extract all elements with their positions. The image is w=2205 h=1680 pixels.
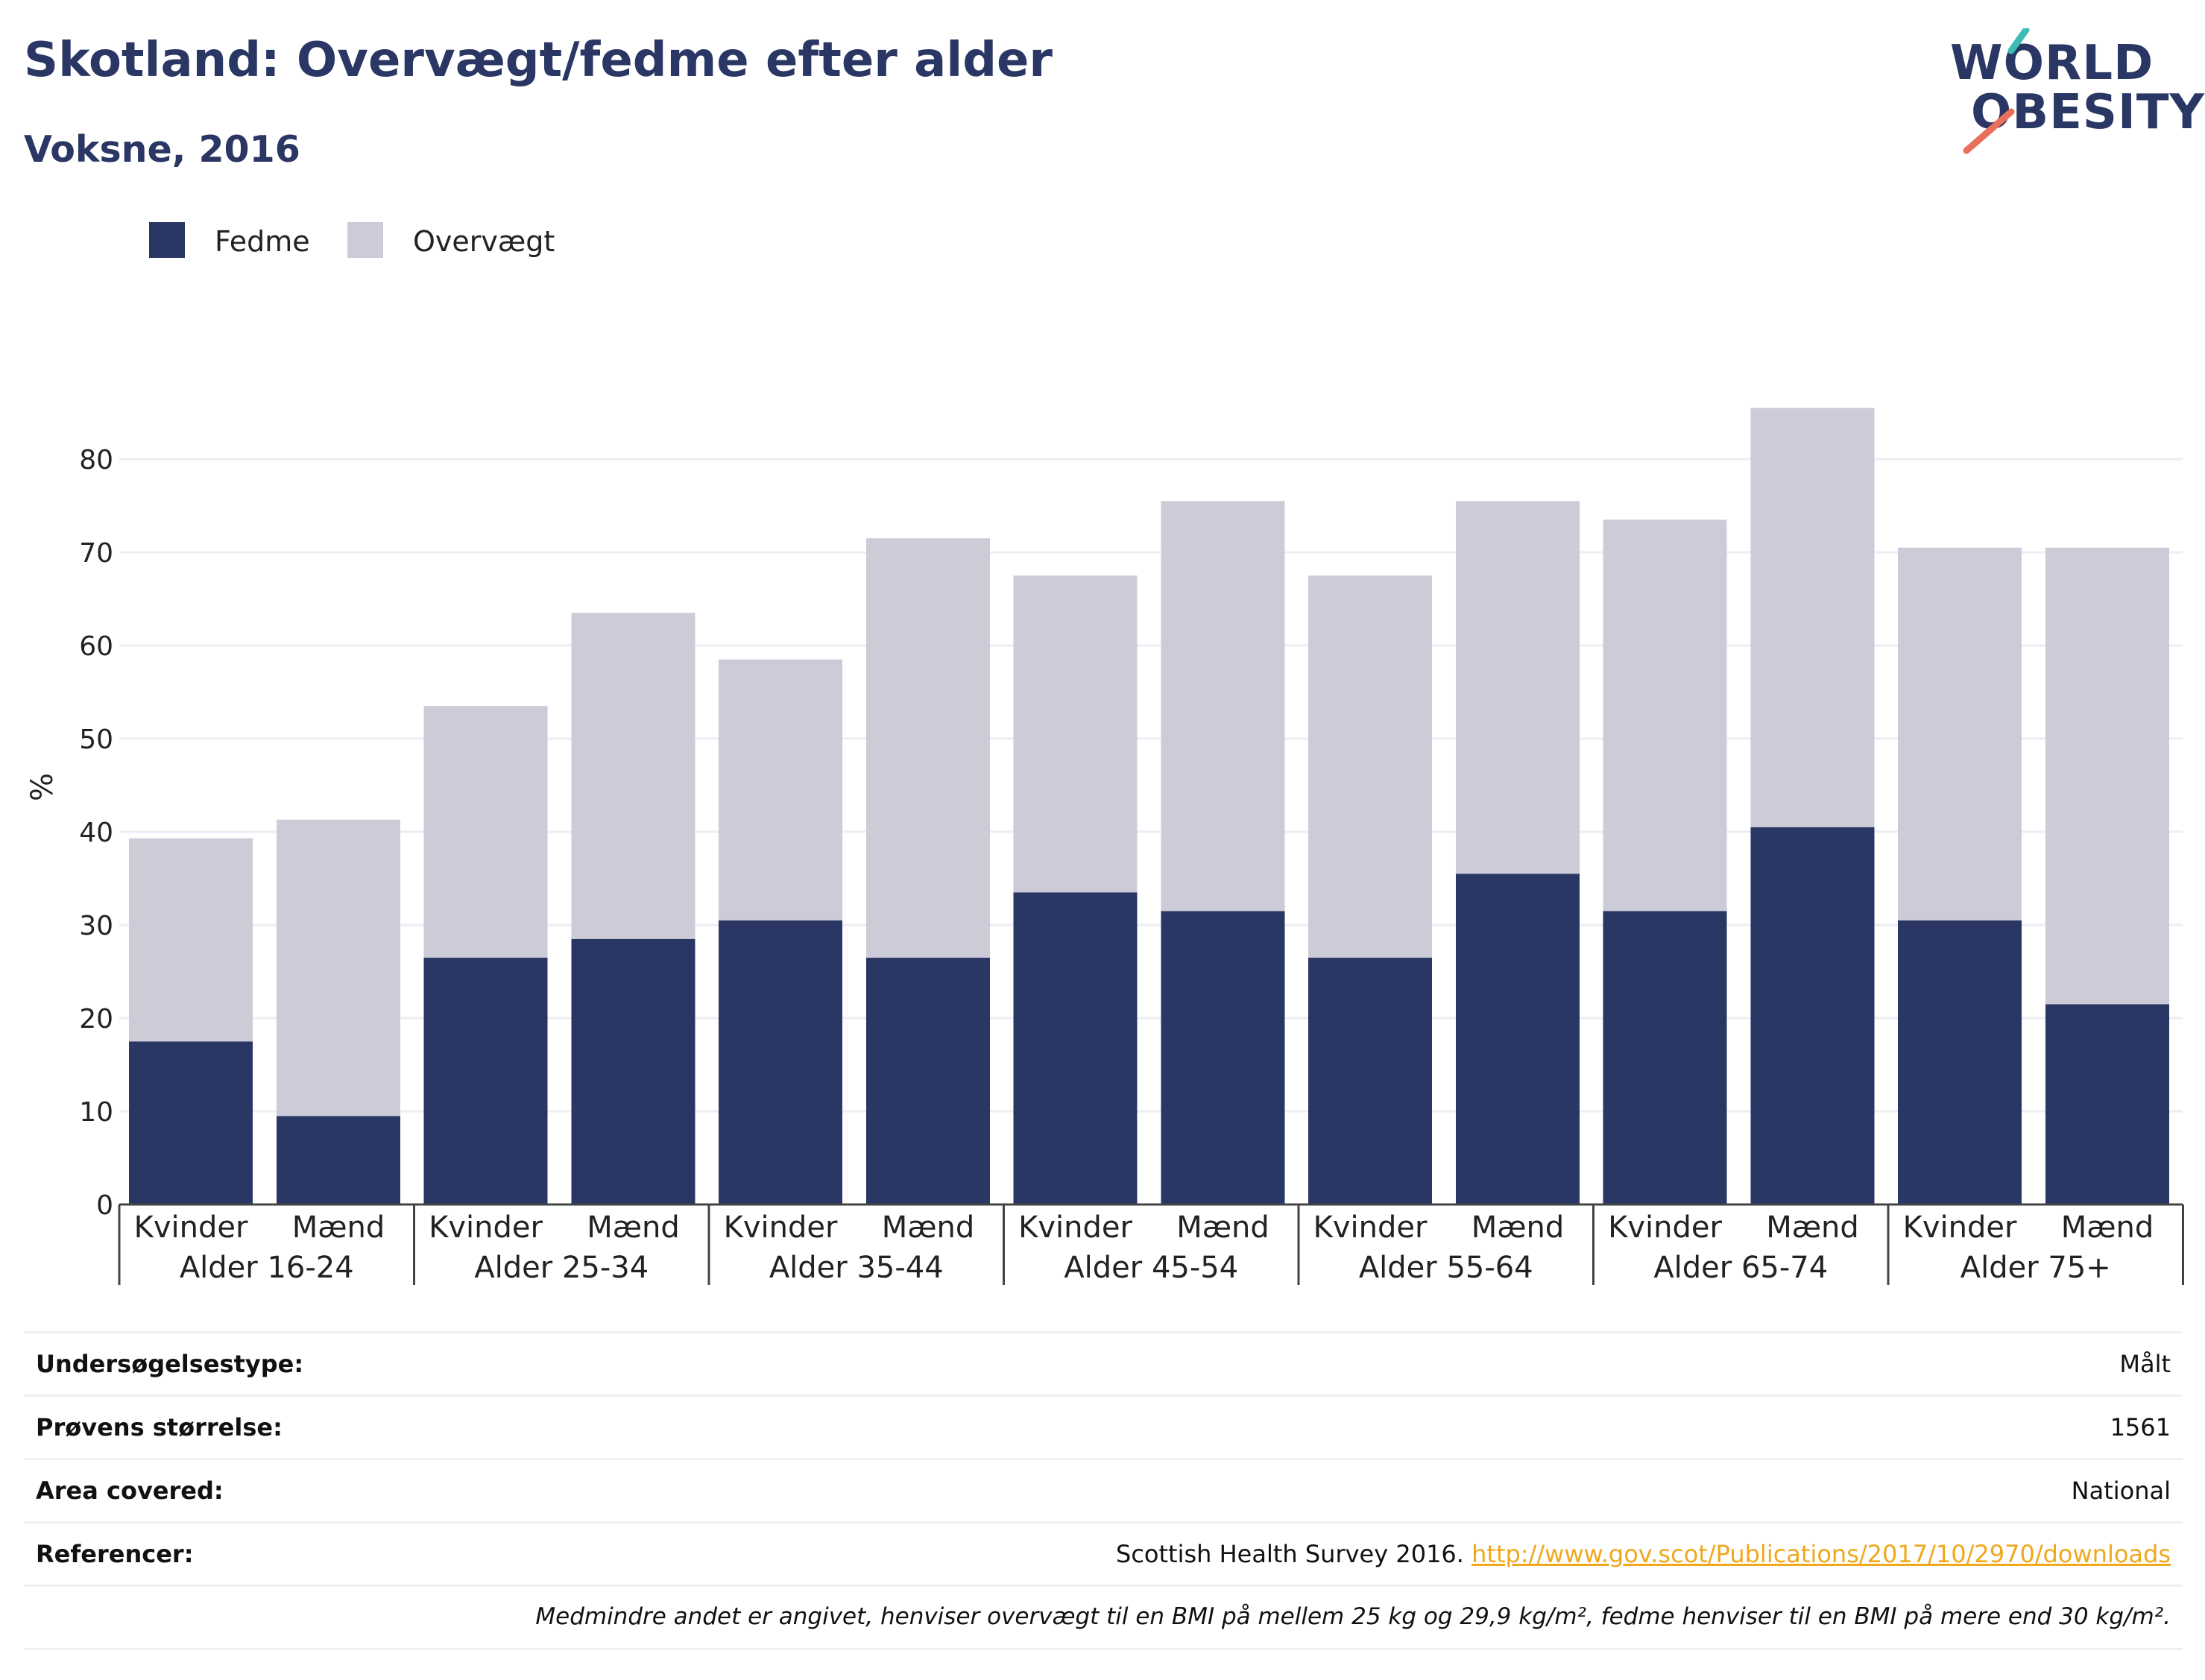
info-value: 1561 [2110, 1413, 2171, 1441]
bar-fedme [129, 1041, 253, 1204]
x-group-label: Alder 25-34 [474, 1251, 649, 1285]
bar-fedme [1603, 911, 1727, 1204]
y-tick-label: 60 [79, 631, 113, 662]
bar-fedme [277, 1116, 400, 1204]
bar-overvaegt [719, 659, 842, 920]
x-tick-label: Kvinder [1903, 1210, 2017, 1245]
bar-overvaegt [2045, 547, 2169, 1005]
reference-link[interactable]: http://www.gov.scot/Publications/2017/10… [1471, 1540, 2171, 1568]
x-group-label: Alder 35-44 [769, 1251, 944, 1285]
info-label: Prøvens størrelse: [36, 1413, 283, 1441]
info-row-area-covered: Area covered: National [24, 1458, 2183, 1521]
x-tick-label: Mænd [882, 1210, 975, 1245]
bar-overvaegt [1456, 501, 1580, 874]
bar-fedme [866, 957, 990, 1204]
x-tick-label: Mænd [1471, 1210, 1565, 1245]
y-tick-label: 80 [79, 445, 113, 476]
x-tick-label: Kvinder [134, 1210, 248, 1245]
x-tick-label: Mænd [1766, 1210, 1859, 1245]
bar-fedme [571, 938, 695, 1204]
info-row-survey-type: Undersøgelsestype: Målt [24, 1331, 2183, 1395]
x-tick-label: Kvinder [1313, 1210, 1428, 1245]
page-subtitle: Voksne, 2016 [24, 128, 300, 171]
x-tick-label: Mænd [2061, 1210, 2154, 1245]
x-tick-label: Kvinder [1608, 1210, 1722, 1245]
bar-overvaegt [866, 538, 990, 958]
x-tick-label: Kvinder [724, 1210, 838, 1245]
x-tick-label: Mænd [1176, 1210, 1269, 1245]
bar-fedme [1750, 827, 1875, 1204]
x-group-label: Alder 65-74 [1653, 1251, 1828, 1285]
x-group-label: Alder 75+ [1960, 1251, 2111, 1285]
reference-text: Scottish Health Survey 2016. [1116, 1540, 1464, 1568]
bar-overvaegt [277, 819, 400, 1117]
info-label: Undersøgelsestype: [36, 1350, 304, 1378]
page-title: Skotland: Overvægt/fedme efter alder [24, 33, 1053, 88]
footnote-row: Medmindre andet er angivet, henviser ove… [24, 1585, 2183, 1650]
y-tick-label: 50 [79, 724, 113, 755]
y-tick-label: 30 [79, 911, 113, 941]
bar-overvaegt [1603, 520, 1727, 912]
x-tick-label: Mænd [587, 1210, 680, 1245]
info-value: National [2071, 1477, 2171, 1505]
bar-overvaegt [129, 838, 253, 1042]
x-group-label: Alder 16-24 [180, 1251, 354, 1285]
y-tick-label: 10 [79, 1097, 113, 1128]
x-tick-label: Kvinder [1018, 1210, 1132, 1245]
logo-slash-icon [1963, 28, 2030, 154]
y-tick-label: 0 [96, 1190, 113, 1221]
bar-fedme [2045, 1004, 2169, 1204]
bar-fedme [719, 920, 842, 1204]
legend-swatch-overvaegt [347, 222, 383, 258]
bar-overvaegt [1013, 575, 1138, 893]
bar-overvaegt [1161, 501, 1285, 912]
info-row-references: Referencer: Scottish Health Survey 2016.… [24, 1521, 2183, 1585]
stacked-bar-chart: 0 10 20 30 40 50 60 70 80% Kvinder Mænd Alder 16-24… [25, 408, 2184, 1285]
info-table: Undersøgelsestype: Målt Prøvens størrels… [24, 1331, 2183, 1650]
bar-fedme [1308, 957, 1432, 1204]
info-value: Målt [2119, 1350, 2171, 1378]
bar-overvaegt [571, 613, 695, 939]
bar-overvaegt [1898, 547, 2022, 920]
info-label: Referencer: [36, 1540, 194, 1568]
x-tick-label: Kvinder [429, 1210, 543, 1245]
info-value: Scottish Health Survey 2016. http://www.… [1116, 1540, 2171, 1568]
x-group-label: Alder 45-54 [1064, 1251, 1238, 1285]
x-tick-label: Mænd [292, 1210, 385, 1245]
info-label: Area covered: [36, 1477, 224, 1505]
legend-label-overvaegt: Overvægt [413, 225, 555, 258]
bar-fedme [1013, 892, 1138, 1204]
bar-fedme [1456, 874, 1580, 1204]
footnote: Medmindre andet er angivet, henviser ove… [535, 1603, 2171, 1630]
x-group-label: Alder 55-64 [1359, 1251, 1533, 1285]
y-tick-label: 20 [79, 1004, 113, 1035]
info-row-sample-size: Prøvens størrelse: 1561 [24, 1395, 2183, 1458]
world-obesity-logo: WORLD OBESITY [1946, 28, 2204, 155]
bar-overvaegt [1308, 575, 1432, 958]
bar-fedme [423, 957, 548, 1204]
bar-overvaegt [423, 706, 548, 958]
y-tick-label: 70 [79, 538, 113, 569]
y-axis-label: % [25, 773, 60, 801]
logo-line-1: WORLD [1950, 36, 2154, 91]
y-tick-label: 40 [79, 818, 113, 848]
legend-label-fedme: Fedme [215, 225, 310, 258]
bar-overvaegt [1750, 408, 1875, 827]
bar-fedme [1898, 920, 2022, 1204]
bar-fedme [1161, 911, 1285, 1204]
legend-swatch-fedme [149, 222, 185, 258]
